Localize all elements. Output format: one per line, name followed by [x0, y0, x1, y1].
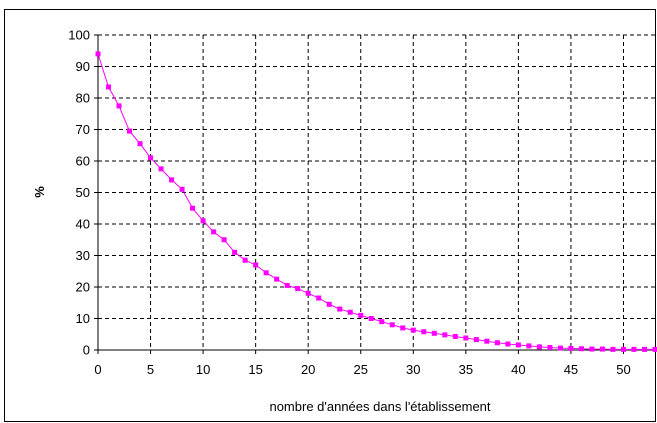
data-point-43	[547, 344, 553, 350]
data-point-42	[536, 344, 542, 350]
data-point-52	[641, 346, 647, 352]
x-tick-label-40: 40	[511, 362, 525, 377]
data-point-29	[400, 325, 406, 331]
data-point-14	[242, 257, 248, 263]
y-tick-label-80: 80	[76, 91, 90, 106]
data-point-32	[431, 330, 437, 336]
x-tick-label-10: 10	[196, 362, 210, 377]
y-tick-label-60: 60	[76, 154, 90, 169]
y-tick-label-100: 100	[68, 28, 90, 43]
data-point-0	[95, 51, 101, 57]
x-tick-label-15: 15	[248, 362, 262, 377]
y-axis-title: %	[32, 186, 47, 198]
data-point-24	[347, 309, 353, 315]
data-point-48	[599, 346, 605, 352]
data-point-15	[253, 262, 259, 268]
data-point-38	[494, 340, 500, 346]
data-point-4	[137, 141, 143, 147]
data-point-17	[274, 276, 280, 282]
grid	[98, 34, 655, 350]
data-point-12	[221, 237, 227, 243]
data-point-9	[190, 205, 196, 211]
data-point-26	[368, 316, 374, 321]
x-tick-label-30: 30	[406, 362, 420, 377]
data-point-13	[232, 249, 238, 255]
data-point-33	[442, 332, 448, 338]
plot-area	[98, 35, 655, 350]
data-point-18	[284, 282, 290, 288]
data-point-7	[169, 177, 175, 183]
x-tick-label-25: 25	[354, 362, 368, 377]
data-point-37	[484, 338, 490, 344]
x-tick-label-50: 50	[616, 362, 630, 377]
data-point-19	[295, 286, 301, 292]
data-point-31	[421, 329, 427, 335]
data-point-53	[652, 346, 657, 352]
y-tick-label-70: 70	[76, 122, 90, 137]
data-point-28	[389, 322, 395, 328]
x-axis-title: nombre d'années dans l'établissement	[269, 399, 490, 414]
data-point-40	[515, 342, 521, 348]
data-point-30	[410, 327, 416, 333]
data-point-11	[211, 229, 217, 235]
y-tick-label-50: 50	[76, 185, 90, 200]
data-point-50	[620, 346, 626, 352]
data-point-41	[526, 343, 532, 349]
y-tick-label-30: 30	[76, 248, 90, 263]
data-point-20	[305, 290, 311, 296]
y-tick-label-10: 10	[76, 311, 90, 326]
data-point-10	[200, 218, 206, 224]
data-point-21	[316, 295, 322, 301]
x-tick-label-35: 35	[459, 362, 473, 377]
data-point-35	[463, 335, 469, 341]
data-point-5	[148, 155, 154, 161]
y-tick-label-90: 90	[76, 59, 90, 74]
data-point-44	[557, 345, 563, 351]
data-point-51	[631, 346, 637, 352]
data-point-47	[589, 346, 595, 352]
data-point-49	[610, 346, 616, 352]
data-point-34	[452, 333, 458, 339]
data-point-22	[326, 301, 332, 307]
data-point-16	[263, 270, 269, 276]
x-tick-label-0: 0	[94, 362, 101, 377]
data-point-45	[568, 345, 574, 351]
y-tick-label-40: 40	[76, 217, 90, 232]
data-point-8	[179, 186, 185, 192]
data-point-27	[379, 319, 385, 325]
data-point-1	[106, 84, 112, 90]
data-point-36	[473, 337, 479, 343]
y-tick-label-20: 20	[76, 280, 90, 295]
data-point-3	[127, 128, 133, 134]
series-layer	[95, 51, 657, 352]
y-tick-label-0: 0	[83, 343, 90, 358]
x-tick-label-45: 45	[564, 362, 578, 377]
x-tick-label-20: 20	[301, 362, 315, 377]
data-point-39	[505, 341, 511, 347]
data-point-46	[578, 346, 584, 352]
data-point-23	[337, 306, 343, 312]
data-point-2	[116, 103, 122, 109]
data-point-6	[158, 166, 164, 172]
data-point-25	[358, 312, 364, 318]
x-tick-label-5: 5	[147, 362, 154, 377]
